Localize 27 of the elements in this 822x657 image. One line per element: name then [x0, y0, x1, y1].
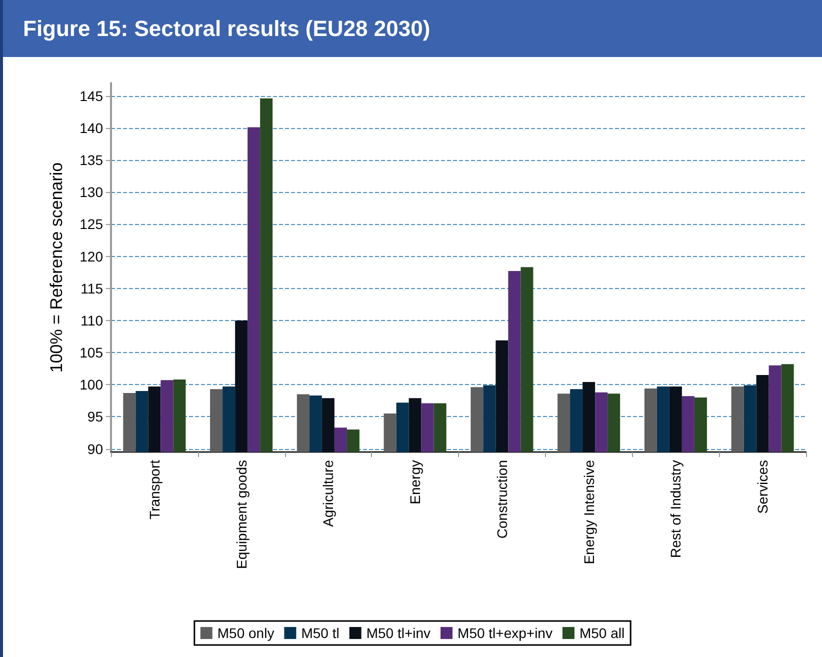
chart-title: Figure 15: Sectoral results (EU28 2030): [3, 0, 822, 57]
x-tick-label: Rest of Industry: [668, 460, 684, 558]
legend-label: M50 only: [217, 625, 274, 641]
x-tick-label: Energy: [407, 460, 424, 504]
legend-label: M50 tl+inv: [366, 625, 431, 641]
y-tick-label: 130: [80, 184, 104, 200]
y-tick-label: 135: [80, 152, 104, 168]
y-tick-label: 90: [87, 440, 104, 457]
x-tick-label: Services: [754, 460, 771, 514]
x-tick-label: Equipment goods: [233, 460, 250, 569]
legend-label: M50 tl+exp+inv: [458, 625, 552, 641]
x-tick-label: Energy Intensive: [580, 460, 597, 564]
y-tick-label: 140: [80, 120, 104, 136]
y-tick-label: 120: [80, 248, 104, 264]
y-axis-title: 100% = Reference scenario: [47, 162, 66, 373]
legend-label: M50 tl: [301, 625, 340, 641]
x-tick-label: Agriculture: [320, 460, 336, 527]
legend-label: M50 all: [579, 625, 625, 641]
y-tick-label: 105: [80, 344, 104, 361]
y-tick-label: 110: [80, 312, 104, 328]
y-tick-label: 125: [80, 216, 104, 232]
y-tick-label: 100: [80, 376, 104, 393]
y-tick-label: 95: [87, 408, 104, 425]
y-tick-label: 115: [80, 280, 104, 296]
x-tick-label: Construction: [494, 460, 510, 539]
x-tick-label: Transport: [146, 460, 162, 520]
y-tick-label: 145: [80, 88, 104, 104]
